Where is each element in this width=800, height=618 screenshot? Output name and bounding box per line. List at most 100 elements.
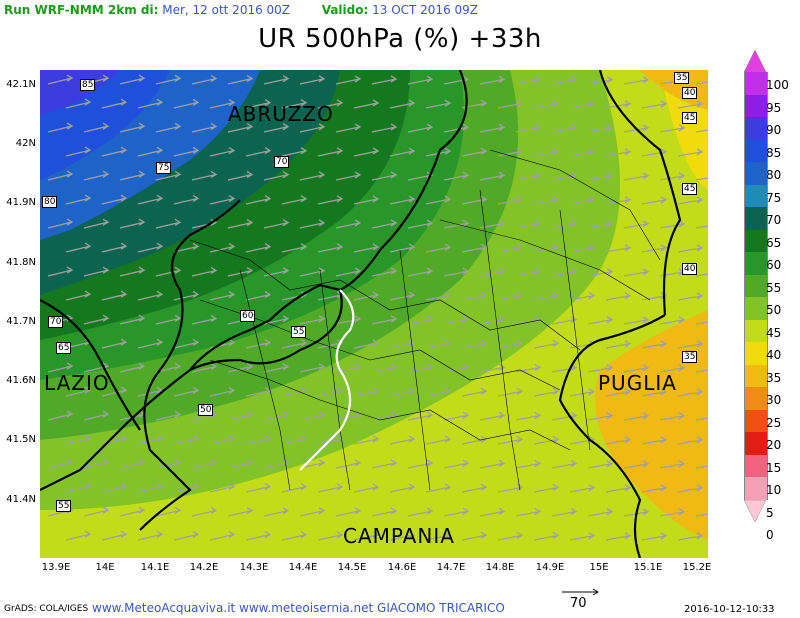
colorbar-label: 20 <box>766 438 782 452</box>
wind-arrow <box>317 195 344 205</box>
wind-arrow <box>479 171 506 181</box>
wind-arrow <box>263 75 290 85</box>
wind-arrow <box>425 243 452 253</box>
wind-arrow <box>353 243 380 253</box>
wind-arrow <box>191 362 218 373</box>
contour-label: 65 <box>56 342 72 354</box>
wind-arrow <box>119 170 146 181</box>
wind-arrow <box>65 530 92 541</box>
wind-arrow <box>605 292 632 301</box>
wind-arrow <box>461 339 488 349</box>
wind-arrow <box>605 196 632 205</box>
wind-arrow <box>155 122 182 133</box>
wind-arrow <box>155 170 182 181</box>
wind-arrow <box>389 195 416 205</box>
contour-label: 55 <box>56 500 72 512</box>
contour-label: 70 <box>48 316 64 328</box>
wind-arrow <box>461 435 488 445</box>
wind-arrow <box>137 242 164 253</box>
wind-arrow <box>515 363 542 373</box>
wind-arrow <box>65 146 92 157</box>
lon-label: 14.3E <box>239 562 269 573</box>
wind-arrow <box>515 123 542 133</box>
wind-arrow <box>695 465 708 469</box>
wind-arrow <box>371 123 398 133</box>
wind-arrow <box>65 242 92 253</box>
wind-arrow <box>209 290 236 301</box>
wind-arrow <box>587 268 614 277</box>
wind-arrow <box>137 482 164 493</box>
wind-arrow <box>677 340 704 349</box>
map-title: UR 500hPa (%) +33h <box>258 24 542 54</box>
wind-arrow <box>533 291 560 301</box>
wind-arrow <box>389 147 416 157</box>
wind-arrow <box>299 171 326 181</box>
wind-arrow <box>137 146 164 157</box>
wind-arrow <box>65 386 92 397</box>
wind-arrow <box>677 532 704 541</box>
wind-arrow <box>677 292 704 301</box>
wind-arrow <box>335 411 362 421</box>
wind-arrow <box>461 195 488 205</box>
wind-arrow <box>569 292 596 301</box>
wind-arrow <box>209 98 236 109</box>
wind-arrow <box>587 412 614 421</box>
wind-arrow <box>137 530 164 541</box>
contour-label: 55 <box>291 326 307 338</box>
lat-label: 41.4N <box>6 494 36 505</box>
wind-vectors <box>47 74 708 541</box>
wind-arrow <box>371 363 398 373</box>
wind-arrow <box>479 219 506 229</box>
wind-arrow <box>461 243 488 253</box>
wind-arrow <box>497 387 524 397</box>
wind-arrow <box>317 531 344 541</box>
wind-arrow <box>461 291 488 301</box>
colorbar-swatch <box>744 252 768 275</box>
colorbar-swatch <box>744 94 768 117</box>
colorbar-label: 40 <box>766 348 782 362</box>
colorbar-label: 100 <box>766 78 789 92</box>
wind-arrow <box>605 532 632 541</box>
wind-arrow <box>533 483 560 493</box>
wind-arrow <box>695 225 708 229</box>
wind-arrow <box>407 411 434 421</box>
contour-label: 45 <box>682 112 698 124</box>
wind-arrow <box>389 531 416 541</box>
wind-arrow <box>119 266 146 277</box>
lon-label: 14.5E <box>337 562 367 573</box>
wind-arrow <box>389 291 416 301</box>
colorbar-label: 0 <box>766 528 774 542</box>
wind-arrow <box>263 267 290 277</box>
wind-arrow <box>371 411 398 421</box>
lat-label: 41.5N <box>6 434 36 445</box>
colorbar-label: 55 <box>766 280 782 295</box>
wind-arrow <box>533 195 560 205</box>
wind-arrow <box>155 266 182 277</box>
wind-arrow <box>425 291 452 301</box>
wind-arrow <box>515 315 542 325</box>
wind-arrow <box>173 194 200 205</box>
wind-arrow <box>407 315 434 325</box>
wind-arrow <box>605 244 632 253</box>
wind-arrow <box>695 81 708 85</box>
wind-arrow <box>407 507 434 517</box>
wind-arrow <box>47 170 74 181</box>
wind-arrow <box>497 531 524 541</box>
wind-arrow <box>317 99 344 109</box>
wind-arrow <box>191 506 218 517</box>
wind-arrow <box>191 314 218 325</box>
wind-arrow <box>191 170 218 181</box>
wind-arrow <box>497 243 524 253</box>
wind-arrow <box>623 364 650 373</box>
wind-arrow <box>245 147 272 157</box>
wind-arrow <box>389 339 416 349</box>
wind-arrow <box>155 74 182 85</box>
wind-arrow <box>443 267 470 277</box>
wind-arrow <box>101 194 128 205</box>
contour-label: 70 <box>274 156 290 168</box>
wind-arrow <box>353 483 380 493</box>
wind-arrow <box>695 321 708 325</box>
colorbar-label: 5 <box>766 505 774 520</box>
wind-arrow <box>695 369 708 373</box>
wind-arrow <box>155 314 182 325</box>
